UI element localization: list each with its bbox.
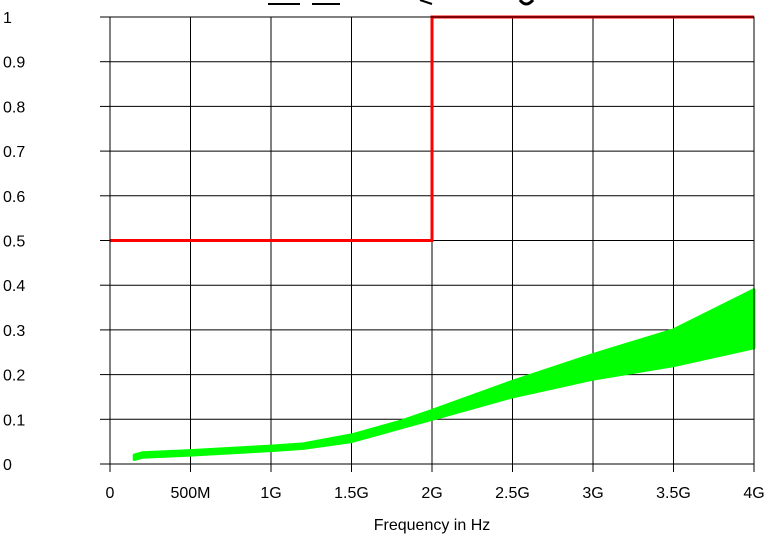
- y-tick-label: 0.5: [3, 234, 25, 251]
- x-tick-label: 3G: [582, 485, 603, 502]
- x-tick-label: 0: [106, 485, 115, 502]
- x-tick-label: 1G: [260, 485, 281, 502]
- y-tick-label: 0.1: [3, 412, 25, 429]
- x-tick-label: 4G: [743, 485, 764, 502]
- x-tick-label: 2.5G: [495, 485, 530, 502]
- x-tick-label: 500M: [170, 485, 210, 502]
- x-axis: 0 500M 1G 1.5G 2G 2.5G 3G 3.5G 4G: [106, 464, 765, 502]
- x-tick-label: 2G: [421, 485, 442, 502]
- y-tick-label: 0.6: [3, 189, 25, 206]
- y-axis: 0 0.1 0.2 0.3 0.4 0.5 0.6 0.7 0.8 0.9 1: [3, 10, 110, 474]
- y-tick-label: 0.2: [3, 368, 25, 385]
- y-tick-label: 1: [3, 10, 12, 27]
- x-tick-label: 3.5G: [656, 485, 691, 502]
- y-tick-label: 0: [3, 457, 12, 474]
- y-tick-label: 0.9: [3, 55, 25, 72]
- cropped-title-fragment: [268, 0, 535, 6]
- y-tick-label: 0.4: [3, 278, 25, 295]
- y-tick-label: 0.7: [3, 144, 25, 161]
- x-axis-title: Frequency in Hz: [374, 517, 491, 534]
- x-tick-label: 1.5G: [334, 485, 369, 502]
- y-tick-label: 0.8: [3, 99, 25, 116]
- y-tick-label: 0.3: [3, 323, 25, 340]
